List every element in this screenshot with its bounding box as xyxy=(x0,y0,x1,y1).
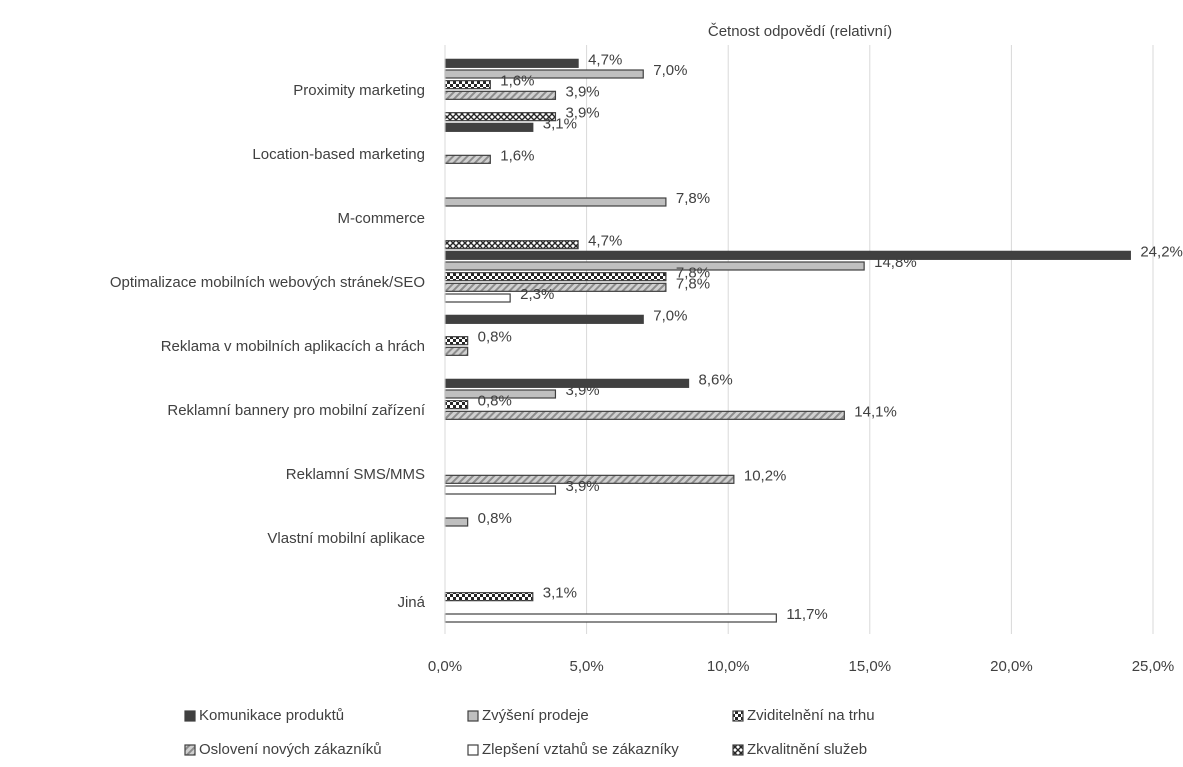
data-label: 0,8% xyxy=(478,393,512,410)
bar xyxy=(444,80,491,90)
y-tick-label: Location-based marketing xyxy=(252,146,425,163)
x-tick-label: 25,0% xyxy=(1132,658,1175,675)
data-label: 3,9% xyxy=(565,382,599,399)
legend-swatch xyxy=(732,710,744,722)
legend-swatch xyxy=(184,744,196,756)
bar xyxy=(444,90,557,100)
data-label: 7,0% xyxy=(653,62,687,79)
bar xyxy=(444,154,491,164)
y-tick-label: Reklamní SMS/MMS xyxy=(286,466,425,483)
data-label: 24,2% xyxy=(1140,243,1183,260)
data-label: 3,9% xyxy=(565,478,599,495)
legend-swatch xyxy=(467,744,479,756)
bar xyxy=(444,400,469,410)
data-label: 7,8% xyxy=(676,190,710,207)
data-label: 0,8% xyxy=(478,510,512,527)
data-label: 1,6% xyxy=(500,73,534,90)
bar xyxy=(444,197,667,207)
legend-label: Oslovení nových zákazníků xyxy=(199,741,382,758)
data-label: 7,0% xyxy=(653,307,687,324)
data-label: 14,8% xyxy=(874,254,917,271)
bar xyxy=(444,314,644,324)
x-tick-label: 10,0% xyxy=(707,658,750,675)
y-tick-label: Vlastní mobilní aplikace xyxy=(267,530,425,547)
legend-swatch xyxy=(184,710,196,722)
bar xyxy=(444,293,511,303)
x-tick-label: 20,0% xyxy=(990,658,1033,675)
chart-title: Četnost odpovědí (relativní) xyxy=(708,23,892,40)
y-tick-label: M-commerce xyxy=(337,210,425,227)
data-label: 3,9% xyxy=(565,83,599,100)
y-tick-label: Proximity marketing xyxy=(293,82,425,99)
bar xyxy=(444,410,845,420)
x-tick-label: 5,0% xyxy=(569,658,603,675)
data-label: 4,7% xyxy=(588,233,622,250)
y-tick-label: Reklamní bannery pro mobilní zařízení xyxy=(167,402,425,419)
data-label: 14,1% xyxy=(854,403,897,420)
bar xyxy=(444,261,865,271)
data-label: 8,6% xyxy=(699,371,733,388)
bar xyxy=(444,592,534,602)
data-label: 4,7% xyxy=(588,51,622,68)
data-label: 3,9% xyxy=(565,105,599,122)
data-label: 11,7% xyxy=(786,606,827,623)
bar xyxy=(444,250,1131,260)
data-label: 2,3% xyxy=(520,286,554,303)
data-label: 7,8% xyxy=(676,265,710,282)
bar xyxy=(444,69,644,79)
bar xyxy=(444,517,469,527)
bar xyxy=(444,336,469,346)
legend-label: Zviditelnění na trhu xyxy=(747,707,875,724)
bar xyxy=(444,58,579,68)
data-label: 0,8% xyxy=(478,329,512,346)
data-label: 3,1% xyxy=(543,115,577,132)
y-tick-label: Reklama v mobilních aplikacích a hrách xyxy=(161,338,425,355)
x-tick-label: 15,0% xyxy=(849,658,892,675)
y-tick-label: Optimalizace mobilních webových stránek/… xyxy=(110,274,425,291)
bar xyxy=(444,485,557,495)
bar xyxy=(444,272,667,282)
data-label: 3,1% xyxy=(543,585,577,602)
data-label: 10,2% xyxy=(744,467,787,484)
bar xyxy=(444,613,777,623)
bar xyxy=(444,282,667,292)
bar xyxy=(444,346,469,356)
x-tick-label: 0,0% xyxy=(428,658,462,675)
bar xyxy=(444,112,557,122)
data-label: 1,6% xyxy=(500,147,534,164)
bar xyxy=(444,122,534,132)
legend-label: Komunikace produktů xyxy=(199,707,344,724)
y-tick-label: Jiná xyxy=(397,594,425,611)
legend-swatch xyxy=(732,744,744,756)
legend-label: Zvýšení prodeje xyxy=(482,707,589,724)
data-label: 7,8% xyxy=(676,275,710,292)
legend-swatch xyxy=(467,710,479,722)
legend-label: Zlepšení vztahů se zákazníky xyxy=(482,741,679,758)
bar xyxy=(444,240,579,250)
legend-label: Zkvalitnění služeb xyxy=(747,741,867,758)
